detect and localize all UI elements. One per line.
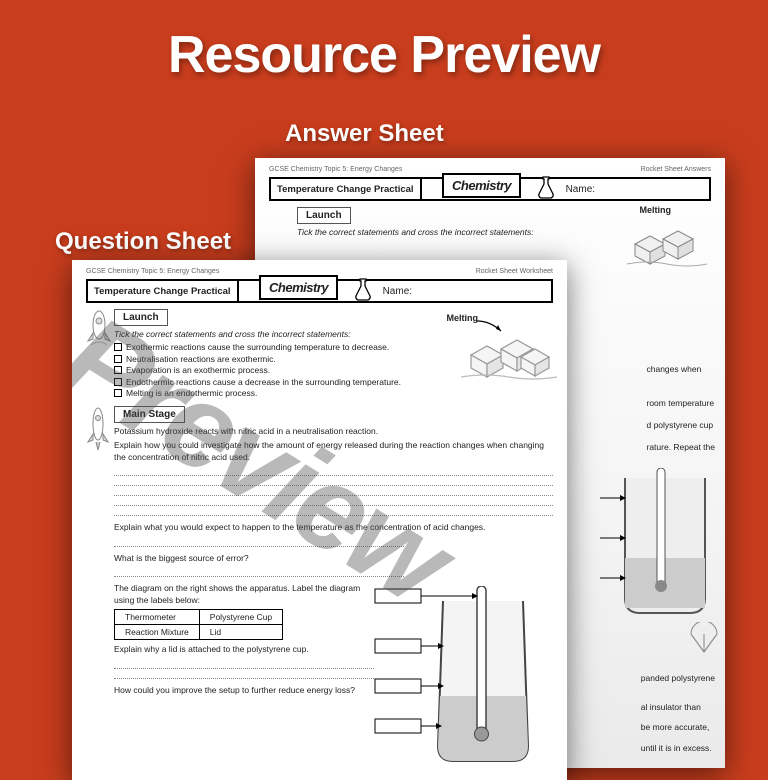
- check-item: Melting is an endothermic process.: [114, 388, 434, 398]
- subject-badge: Chemistry: [442, 173, 521, 198]
- main-q1: Explain how you could investigate how th…: [114, 440, 553, 463]
- answer-lines: [114, 466, 553, 516]
- main-q3: What is the biggest source of error?: [114, 553, 553, 564]
- snip: changes when: [646, 358, 715, 380]
- flask-icon: [353, 277, 373, 303]
- snip: al insulator than: [641, 697, 715, 717]
- ice-cubes-icon: [459, 327, 559, 382]
- labels-table: ThermometerPolystyrene Cup Reaction Mixt…: [114, 609, 283, 640]
- beaker-diagram: [373, 586, 543, 766]
- launch-title: Launch: [297, 207, 351, 224]
- main-q5: Explain why a lid is attached to the pol…: [114, 644, 374, 655]
- rocket-icon: [86, 406, 110, 452]
- answer-lines: [114, 567, 404, 577]
- worksheet-title: Temperature Change Practical: [271, 179, 422, 199]
- flask-icon: [536, 175, 556, 201]
- sheet-type: Rocket Sheet Worksheet: [476, 268, 553, 275]
- check-item: Endothermic reactions cause a decrease i…: [114, 377, 434, 387]
- beaker-diagram-answer: [595, 468, 715, 618]
- snip: d polystyrene cup: [646, 414, 715, 436]
- parachute-icon: [689, 622, 719, 658]
- page-title: Resource Preview: [0, 0, 768, 85]
- question-sheet-label: Question Sheet: [55, 228, 231, 256]
- melting-label: Melting: [447, 313, 479, 323]
- rocket-icon: [86, 309, 112, 349]
- header-bar: Temperature Change Practical Chemistry N…: [86, 279, 553, 303]
- launch-title: Launch: [114, 309, 168, 326]
- answer-sheet-label: Answer Sheet: [285, 120, 444, 148]
- snip: rature. Repeat the: [646, 436, 715, 458]
- main-p1: Potassium hydroxide reacts with nitric a…: [114, 426, 553, 437]
- question-sheet: GCSE Chemistry Topic 5: Energy Changes R…: [72, 260, 567, 780]
- subject-badge: Chemistry: [259, 275, 338, 300]
- check-item: Exothermic reactions cause the surroundi…: [114, 342, 434, 352]
- answer-lines: [114, 537, 404, 547]
- sheet-type: Rocket Sheet Answers: [641, 166, 711, 173]
- name-field: Name:: [359, 286, 551, 297]
- check-item: Neutralisation reactions are exothermic.: [114, 354, 434, 364]
- main-q6: How could you improve the setup to furth…: [114, 685, 374, 696]
- snip: panded polystyrene: [641, 668, 715, 688]
- header-bar: Temperature Change Practical Chemistry N…: [269, 177, 711, 201]
- snip: until it is in excess.: [641, 738, 715, 758]
- main-stage-title: Main Stage: [114, 406, 185, 423]
- snip: room temperature: [646, 392, 715, 414]
- main-q2: Explain what you would expect to happen …: [114, 522, 553, 533]
- course-info: GCSE Chemistry Topic 5: Energy Changes: [86, 268, 219, 275]
- melting-label: Melting: [640, 205, 672, 215]
- main-stage-section: Main Stage Potassium hydroxide reacts wi…: [114, 406, 553, 696]
- check-item: Evaporation is an exothermic process.: [114, 365, 434, 375]
- worksheet-title: Temperature Change Practical: [88, 281, 239, 301]
- answer-lines: [114, 659, 374, 679]
- main-q4: The diagram on the right shows the appar…: [114, 583, 374, 606]
- course-info: GCSE Chemistry Topic 5: Energy Changes: [269, 166, 402, 173]
- name-field: Name:: [542, 184, 709, 195]
- ice-cubes-icon: [625, 219, 715, 269]
- snip: be more accurate,: [641, 717, 715, 737]
- launch-section: Launch Tick the correct statements and c…: [114, 309, 553, 398]
